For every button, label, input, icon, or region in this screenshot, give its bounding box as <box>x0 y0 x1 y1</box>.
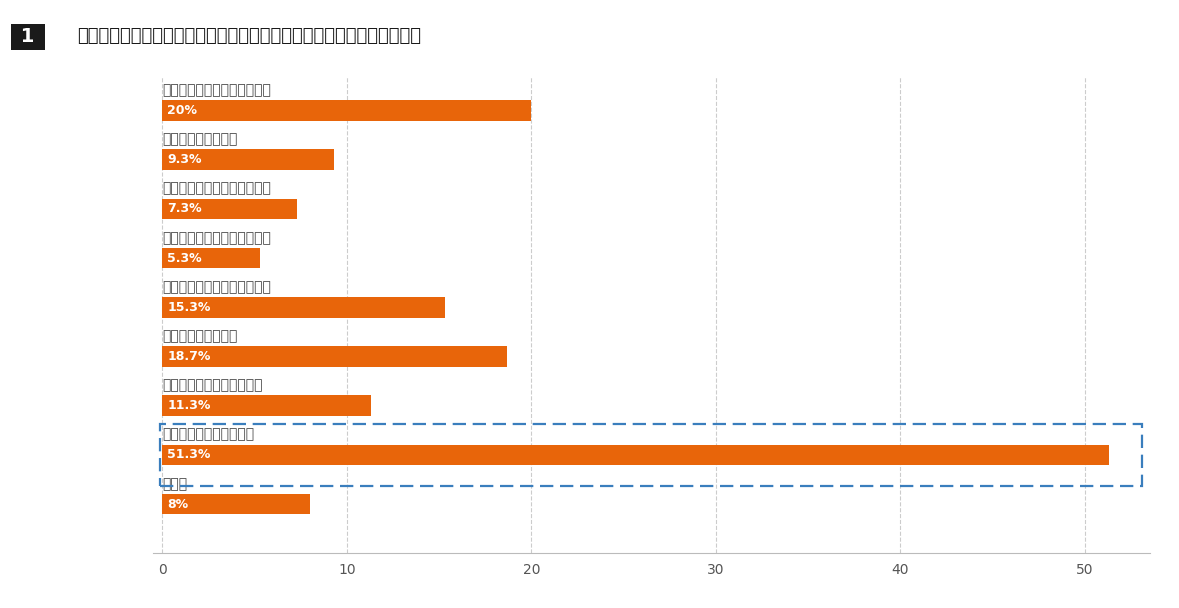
Text: 20%: 20% <box>167 104 197 117</box>
Bar <box>163 346 507 367</box>
Text: 子どもが進学するタイミング: 子どもが進学するタイミング <box>163 231 271 245</box>
Text: 子どもが生まれるタイミング: 子どもが生まれるタイミング <box>163 182 271 196</box>
Bar <box>163 494 310 514</box>
Text: 18.7%: 18.7% <box>167 350 211 363</box>
Bar <box>163 444 1109 465</box>
Bar <box>163 297 444 317</box>
Text: 子どもが独立するタイミング: 子どもが独立するタイミング <box>163 280 271 294</box>
Text: 11.3%: 11.3% <box>167 399 211 412</box>
Text: 5.3%: 5.3% <box>167 252 202 264</box>
Bar <box>163 100 532 121</box>
Text: 7.3%: 7.3% <box>167 202 202 215</box>
Bar <box>163 395 371 416</box>
Bar <box>163 247 261 268</box>
Bar <box>163 199 297 219</box>
Text: 15.3%: 15.3% <box>167 301 211 314</box>
Text: 一人暮らしをするタイミング: 一人暮らしをするタイミング <box>163 83 271 97</box>
Text: 8%: 8% <box>167 497 189 511</box>
Text: 1: 1 <box>14 27 41 46</box>
Text: その他: その他 <box>163 477 187 491</box>
Text: 独立・開業するタイミング: 独立・開業するタイミング <box>163 378 263 392</box>
Text: 9.3%: 9.3% <box>167 153 202 166</box>
Text: 地方移住を始めたいタイミングはどのような時ですか。　（複数回答）: 地方移住を始めたいタイミングはどのような時ですか。 （複数回答） <box>77 27 421 46</box>
Bar <box>159 424 1141 486</box>
Text: 定年退職するタイミング: 定年退職するタイミング <box>163 427 255 441</box>
Text: 転職するタイミング: 転職するタイミング <box>163 329 238 343</box>
Text: 結婚するタイミング: 結婚するタイミング <box>163 133 238 147</box>
Text: 51.3%: 51.3% <box>167 448 211 461</box>
Bar <box>163 150 334 170</box>
